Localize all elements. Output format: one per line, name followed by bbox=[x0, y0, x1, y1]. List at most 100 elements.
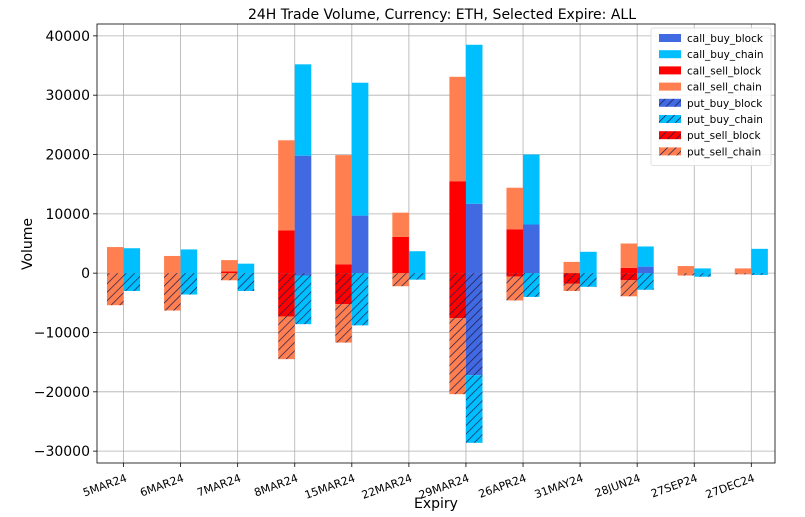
y-axis: −30000 −20000 −10000 0 10000 20000 30000 40000 bbox=[34, 29, 97, 460]
x-tick-label: 26APR24 bbox=[477, 472, 528, 501]
bar-put_buy_chain bbox=[408, 273, 426, 280]
x-tick-label: 6MAR24 bbox=[138, 472, 185, 500]
bar-put_sell_chain bbox=[106, 273, 124, 306]
bar-call_buy_block bbox=[523, 224, 540, 274]
bar-call_buy_chain bbox=[751, 248, 768, 274]
bar-call_buy_chain bbox=[237, 263, 255, 274]
x-tick-label: 28JUN24 bbox=[593, 472, 642, 500]
bar-put_buy_chain bbox=[580, 273, 597, 287]
bar-call_buy_chain bbox=[465, 44, 483, 204]
bar-put_buy_chain bbox=[294, 275, 312, 325]
bar-put_sell_chain bbox=[164, 273, 181, 311]
bar-put_sell_block bbox=[563, 273, 581, 284]
bar-call_buy_chain bbox=[351, 82, 369, 216]
bar-call_sell_block bbox=[335, 264, 352, 274]
bar-call_sell_chain bbox=[106, 247, 124, 274]
x-tick-label: 27DEC24 bbox=[704, 472, 756, 502]
bar-put_buy_chain bbox=[123, 273, 141, 291]
legend-swatch bbox=[659, 131, 681, 140]
bar-put_buy_chain bbox=[180, 273, 198, 295]
bar-call_buy_chain bbox=[694, 268, 711, 274]
bar-call_buy_block bbox=[351, 215, 369, 274]
bar-put_sell_block bbox=[449, 273, 466, 319]
legend-label: call_sell_chain bbox=[687, 82, 762, 94]
bar-put_sell_block bbox=[278, 273, 295, 317]
bar-put_buy_block bbox=[294, 273, 312, 276]
bar-call_buy_chain bbox=[523, 154, 540, 225]
legend-label: call_buy_block bbox=[687, 33, 764, 45]
bar-call_sell_chain bbox=[278, 140, 295, 231]
bar-put_sell_block bbox=[620, 273, 638, 281]
y-tick-label: 30000 bbox=[45, 88, 90, 104]
bar-call_sell_chain bbox=[392, 212, 409, 237]
bar-call_buy_chain bbox=[408, 251, 426, 274]
x-tick-label: 8MAR24 bbox=[252, 472, 299, 500]
bar-put_sell_chain bbox=[449, 318, 466, 395]
bar-call_sell_block bbox=[278, 230, 295, 274]
x-tick-label: 27SEP24 bbox=[649, 472, 699, 501]
bar-put_sell_chain bbox=[563, 283, 581, 291]
bars-layer bbox=[106, 44, 768, 443]
legend-label: call_buy_chain bbox=[687, 49, 764, 61]
bar-call_sell_chain bbox=[449, 76, 466, 182]
legend-label: put_buy_chain bbox=[687, 114, 763, 126]
x-tick-label: 22MAR24 bbox=[360, 472, 414, 502]
bar-call_sell_chain bbox=[335, 155, 352, 265]
legend: call_buy_block call_buy_chain call_sell_bl… bbox=[650, 27, 772, 167]
bar-put_buy_chain bbox=[351, 273, 369, 326]
bar-put_buy_chain bbox=[523, 273, 540, 297]
legend-swatch bbox=[659, 82, 681, 91]
bar-call_sell_chain bbox=[620, 243, 638, 268]
bar-put_sell_chain bbox=[278, 316, 295, 360]
y-tick-label: 20000 bbox=[45, 148, 90, 164]
legend-swatch bbox=[659, 98, 681, 107]
bar-call_buy_block bbox=[465, 203, 483, 274]
bar-call_sell_block bbox=[449, 181, 466, 274]
legend-label: put_sell_block bbox=[687, 130, 761, 142]
bar-call_sell_block bbox=[620, 267, 638, 274]
bar-call_sell_chain bbox=[563, 261, 581, 274]
legend-swatch bbox=[659, 34, 681, 42]
bar-call_sell_chain bbox=[677, 266, 695, 274]
bar-call_sell_chain bbox=[221, 260, 238, 272]
bar-call_sell_chain bbox=[164, 255, 181, 274]
x-tick-label: 31MAY24 bbox=[533, 472, 585, 502]
bar-call_sell_chain bbox=[734, 268, 752, 274]
y-axis-title: Volume bbox=[20, 218, 36, 270]
bar-call_sell_chain bbox=[506, 187, 524, 230]
y-tick-label: 40000 bbox=[45, 29, 90, 45]
plot-frame bbox=[96, 23, 776, 464]
y-tick-label: 0 bbox=[81, 266, 90, 282]
x-tick-label: 15MAR24 bbox=[303, 472, 357, 502]
bar-call_buy_block bbox=[294, 155, 312, 274]
x-tick-label: 5MAR24 bbox=[81, 472, 128, 500]
bar-call_buy_chain bbox=[637, 246, 654, 267]
bar-put_sell_chain bbox=[620, 280, 638, 297]
bar-put_sell_chain bbox=[734, 273, 752, 275]
bar-call_buy_chain bbox=[180, 249, 198, 274]
bar-call_buy_block bbox=[637, 266, 654, 274]
bar-call_sell_block bbox=[506, 229, 524, 274]
legend-swatch bbox=[659, 115, 681, 123]
bar-put_buy_chain bbox=[694, 273, 711, 277]
bar-call_sell_block bbox=[221, 271, 238, 274]
bar-put_sell_block bbox=[335, 273, 352, 305]
bar-put_sell_chain bbox=[335, 304, 352, 343]
bar-put_buy_chain bbox=[237, 273, 255, 291]
bar-call_buy_chain bbox=[123, 248, 141, 274]
bar-call_buy_chain bbox=[294, 64, 312, 156]
bar-call_sell_block bbox=[392, 236, 409, 274]
bar-put_sell_block bbox=[506, 273, 524, 277]
bar-put_buy_chain bbox=[637, 273, 654, 290]
y-tick-label: 10000 bbox=[45, 207, 90, 223]
legend-swatch bbox=[659, 50, 681, 59]
y-tick-label: −10000 bbox=[34, 325, 90, 341]
bar-put_sell_chain bbox=[221, 273, 238, 281]
legend-label: call_sell_block bbox=[687, 65, 762, 77]
y-tick-label: −20000 bbox=[34, 385, 90, 401]
x-axis-title: Expiry bbox=[414, 496, 458, 512]
bar-put_sell_chain bbox=[677, 273, 695, 276]
legend-label: put_sell_chain bbox=[687, 146, 761, 158]
